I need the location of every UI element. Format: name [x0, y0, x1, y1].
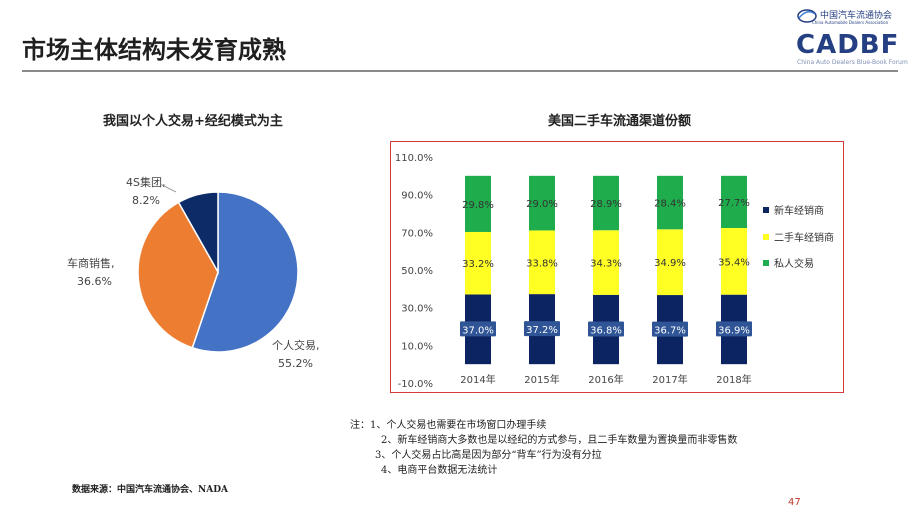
bar-used-dealer — [657, 229, 683, 296]
pie-value-individual: 55.2% — [278, 357, 313, 370]
pie-slice-dealer — [137, 201, 219, 349]
pie-chart: 个人交易, 55.2% 车商销售, 36.6% 4S集团, 8.2% — [40, 140, 360, 400]
data-label-private: 29.0% — [526, 199, 558, 210]
legend-label-used-dealer: 二手车经销商 — [774, 231, 834, 244]
logo-subtitle: China Auto Dealers Blue-Book Forum — [797, 59, 908, 66]
bar-used-dealer — [721, 228, 747, 295]
logo-english-name: China Automobile Dealers Association — [812, 20, 889, 25]
data-label-new-dealer: 36.9% — [718, 325, 750, 336]
y-tick-label: 90.0% — [401, 191, 433, 202]
data-label-new-dealer: 36.8% — [590, 326, 622, 337]
legend-swatch-used-dealer — [763, 234, 769, 240]
title-divider — [22, 70, 898, 72]
y-tick-label: 10.0% — [401, 341, 433, 352]
data-label-private: 28.9% — [590, 199, 622, 210]
bar-chart-title: 美国二手车流通渠道份额 — [548, 114, 692, 129]
data-label-bg — [588, 321, 624, 337]
pie-slice-4s — [177, 191, 219, 275]
data-label-used-dealer: 33.8% — [526, 258, 558, 269]
data-label-new-dealer: 36.7% — [654, 326, 686, 337]
y-tick-label: 110.0% — [395, 153, 433, 164]
footnote-4: 4、电商平台数据无法统计 — [381, 465, 498, 476]
legend-swatch-private — [763, 260, 769, 266]
data-label-private: 27.7% — [718, 198, 750, 209]
data-source: 数据来源：中国汽车流通协会、NADA — [72, 485, 228, 495]
page-number: 47 — [788, 497, 801, 508]
footnote-2: 2、新车经销商大多数也是以经纪的方式参与，且二手车数量为置换量而非零售数 — [381, 435, 738, 446]
bar-private — [529, 175, 555, 231]
data-label-bg — [524, 321, 560, 337]
footnote-3: 3、个人交易占比高是因为部分“背车”行为没有分拉 — [375, 450, 602, 461]
bar-used-dealer — [529, 230, 555, 295]
legend-label-private: 私人交易 — [774, 257, 814, 270]
logo: 中国汽车流通协会 China Automobile Dealers Associ… — [790, 6, 915, 66]
pie-label-dealer: 车商销售, — [67, 256, 115, 270]
pie-label-individual: 个人交易, — [272, 338, 320, 352]
y-tick-label: -10.0% — [398, 379, 433, 390]
bar-private — [593, 175, 619, 231]
legend-label-new-dealer: 新车经销商 — [774, 204, 824, 217]
page-title: 市场主体结构未发育成熟 — [22, 36, 286, 64]
legend-swatch-new-dealer — [763, 207, 769, 213]
data-label-bg — [652, 321, 688, 337]
pie-leader-line — [159, 183, 177, 193]
footnotes: 注：1、个人交易也需要在市场窗口办理手续 2、新车经销商大多数也是以经纪的方式参… — [350, 418, 737, 478]
logo-chinese-name: 中国汽车流通协会 — [820, 11, 893, 21]
bar-private — [721, 175, 747, 229]
bar-private — [465, 175, 491, 232]
x-tick-label: 2014年 — [460, 373, 495, 386]
x-tick-label: 2015年 — [524, 373, 559, 386]
data-label-bg — [716, 321, 752, 337]
logo-emblem-icon — [797, 9, 817, 23]
data-label-private: 29.8% — [462, 200, 494, 211]
bar-used-dealer — [465, 231, 491, 295]
pie-chart-svg: 个人交易, 55.2% 车商销售, 36.6% 4S集团, 8.2% — [67, 175, 320, 370]
bar-chart-svg: 110.0% 90.0% 70.0% 50.0% 30.0% 10.0% -10.0% 37.… — [395, 153, 834, 390]
pie-label-4s: 4S集团, — [126, 175, 165, 189]
logo-wordmark: CADBF — [796, 30, 900, 60]
data-label-new-dealer: 37.2% — [526, 325, 558, 336]
footnote-1: 注：1、个人交易也需要在市场窗口办理手续 — [350, 420, 547, 431]
y-tick-label: 30.0% — [401, 304, 433, 315]
pie-chart-title: 我国以个人交易+经纪模式为主 — [103, 114, 283, 129]
pie-value-dealer: 36.6% — [77, 275, 112, 288]
x-tick-label: 2016年 — [588, 373, 623, 386]
data-label-new-dealer: 37.0% — [462, 325, 494, 336]
y-tick-label: 50.0% — [401, 266, 433, 277]
y-tick-label: 70.0% — [401, 228, 433, 239]
bar-chart-frame: 110.0% 90.0% 70.0% 50.0% 30.0% 10.0% -10.0% 37.… — [390, 141, 844, 393]
x-tick-label: 2017年 — [652, 373, 687, 386]
data-label-used-dealer: 34.9% — [654, 258, 686, 269]
data-label-used-dealer: 34.3% — [590, 259, 622, 270]
bar-used-dealer — [593, 230, 619, 295]
x-tick-label: 2018年 — [716, 373, 751, 386]
data-label-bg — [460, 321, 496, 337]
data-label-used-dealer: 35.4% — [718, 257, 750, 268]
data-label-private: 28.4% — [654, 199, 686, 210]
data-label-used-dealer: 33.2% — [462, 259, 494, 270]
bar-private — [657, 175, 683, 230]
pie-value-4s: 8.2% — [132, 194, 160, 207]
